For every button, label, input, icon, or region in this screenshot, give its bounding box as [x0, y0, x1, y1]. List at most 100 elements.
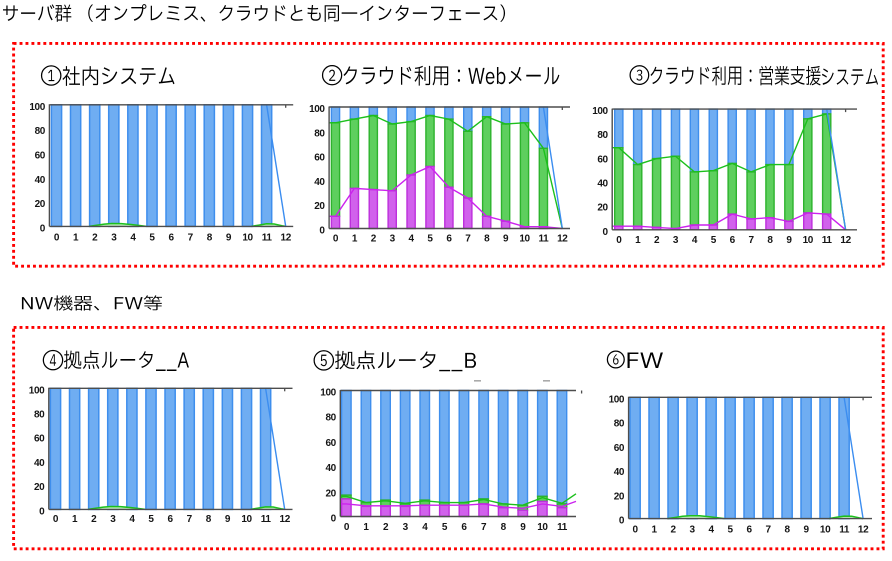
svg-text:100: 100	[609, 394, 625, 405]
svg-text:10: 10	[803, 235, 814, 246]
svg-text:9: 9	[503, 233, 509, 244]
svg-text:3: 3	[390, 233, 396, 244]
svg-text:20: 20	[35, 199, 46, 210]
svg-text:2: 2	[654, 235, 660, 246]
svg-text:9: 9	[225, 514, 231, 525]
svg-text:6: 6	[747, 525, 753, 536]
svg-text:4: 4	[409, 233, 415, 244]
svg-text:40: 40	[34, 458, 45, 469]
svg-text:9: 9	[520, 522, 526, 533]
svg-text:0: 0	[40, 223, 46, 234]
svg-text:100: 100	[29, 102, 45, 113]
svg-text:11: 11	[539, 233, 550, 244]
svg-text:9: 9	[804, 525, 810, 536]
svg-text:0: 0	[333, 233, 339, 244]
svg-text:7: 7	[766, 525, 772, 536]
svg-text:40: 40	[614, 467, 625, 478]
svg-text:10: 10	[242, 233, 253, 244]
svg-text:6: 6	[446, 233, 452, 244]
svg-text:2: 2	[371, 233, 377, 244]
svg-text:4: 4	[422, 522, 428, 533]
svg-text:60: 60	[34, 434, 45, 445]
svg-text:80: 80	[314, 128, 325, 139]
svg-text:7: 7	[187, 514, 193, 525]
svg-text:12: 12	[840, 235, 851, 246]
svg-text:11: 11	[839, 525, 850, 536]
svg-text:0: 0	[53, 514, 59, 525]
svg-text:0: 0	[619, 516, 625, 527]
svg-text:3: 3	[403, 522, 409, 533]
svg-text:80: 80	[35, 126, 46, 137]
svg-text:40: 40	[35, 175, 46, 186]
svg-text:60: 60	[325, 438, 336, 449]
svg-text:1: 1	[352, 233, 358, 244]
svg-text:11: 11	[557, 522, 568, 533]
svg-text:8: 8	[207, 233, 213, 244]
svg-text:10: 10	[537, 522, 548, 533]
svg-text:2: 2	[383, 522, 389, 533]
svg-text:40: 40	[314, 177, 325, 188]
svg-text:80: 80	[34, 410, 45, 421]
svg-text:7: 7	[481, 522, 487, 533]
svg-text:0: 0	[319, 226, 325, 237]
svg-text:8: 8	[206, 514, 212, 525]
svg-text:40: 40	[597, 179, 608, 190]
svg-text:0: 0	[344, 522, 350, 533]
svg-text:100: 100	[309, 104, 325, 115]
svg-text:10: 10	[820, 525, 831, 536]
svg-text:60: 60	[614, 443, 625, 454]
svg-text:20: 20	[34, 482, 45, 493]
svg-text:12: 12	[281, 233, 292, 244]
svg-text:5: 5	[148, 514, 154, 525]
svg-text:4: 4	[129, 514, 135, 525]
svg-text:11: 11	[261, 514, 272, 525]
svg-text:0: 0	[633, 525, 639, 536]
svg-text:3: 3	[690, 525, 696, 536]
svg-text:8: 8	[785, 525, 791, 536]
svg-text:20: 20	[314, 201, 325, 212]
svg-text:5: 5	[427, 233, 433, 244]
svg-text:5: 5	[149, 233, 155, 244]
svg-text:4: 4	[692, 235, 698, 246]
svg-text:5: 5	[728, 525, 734, 536]
svg-text:1: 1	[73, 233, 79, 244]
svg-text:60: 60	[597, 154, 608, 165]
svg-text:12: 12	[280, 514, 291, 525]
svg-text:8: 8	[767, 235, 773, 246]
svg-text:0: 0	[331, 514, 337, 525]
svg-text:80: 80	[597, 130, 608, 141]
svg-text:4: 4	[709, 525, 715, 536]
svg-text:8: 8	[501, 522, 507, 533]
svg-text:4: 4	[130, 233, 136, 244]
svg-text:11: 11	[822, 235, 833, 246]
svg-text:1: 1	[635, 235, 641, 246]
svg-text:5: 5	[711, 235, 717, 246]
svg-text:100: 100	[29, 385, 45, 396]
svg-text:1: 1	[652, 525, 658, 536]
svg-text:20: 20	[597, 203, 608, 214]
svg-text:2: 2	[91, 514, 97, 525]
svg-text:3: 3	[673, 235, 679, 246]
svg-text:3: 3	[111, 233, 117, 244]
svg-text:80: 80	[325, 413, 336, 424]
svg-text:3: 3	[110, 514, 116, 525]
svg-text:40: 40	[325, 463, 336, 474]
svg-text:11: 11	[262, 233, 273, 244]
svg-text:100: 100	[592, 106, 608, 117]
svg-text:20: 20	[614, 491, 625, 502]
svg-text:9: 9	[786, 235, 792, 246]
svg-text:5: 5	[442, 522, 448, 533]
svg-text:60: 60	[35, 150, 46, 161]
svg-text:10: 10	[519, 233, 530, 244]
svg-text:6: 6	[169, 233, 175, 244]
svg-text:6: 6	[461, 522, 467, 533]
svg-text:7: 7	[465, 233, 471, 244]
svg-text:12: 12	[858, 525, 869, 536]
svg-text:2: 2	[671, 525, 677, 536]
svg-text:7: 7	[188, 233, 194, 244]
svg-text:8: 8	[484, 233, 490, 244]
svg-text:0: 0	[54, 233, 60, 244]
svg-text:12: 12	[557, 233, 568, 244]
svg-text:0: 0	[616, 235, 622, 246]
svg-text:1: 1	[363, 522, 369, 533]
